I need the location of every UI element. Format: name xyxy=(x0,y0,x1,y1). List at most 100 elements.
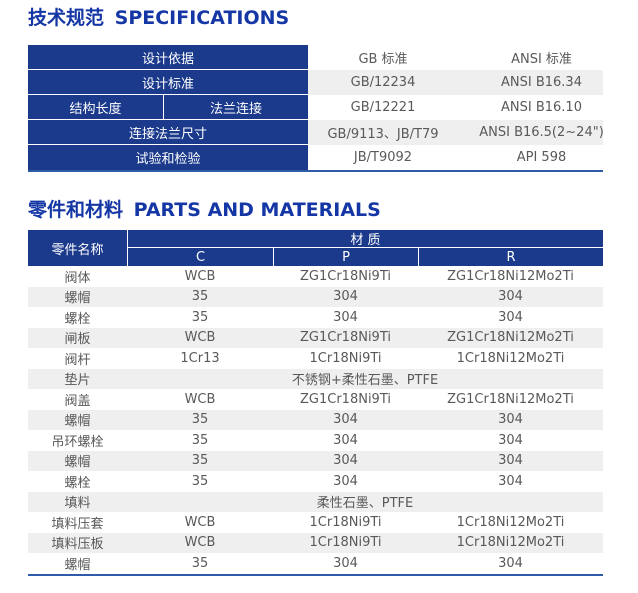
parts-title: 零件和材料 PARTS AND MATERIALS xyxy=(28,198,638,222)
material-grade-header-row: C P R xyxy=(127,248,603,266)
material-c-cell: 35 xyxy=(191,453,209,469)
parts-table: 零件名称 材 质 C P R 阀体 WCB ZG1Cr18Ni9Ti ZG1Cr… xyxy=(28,230,603,576)
material-c-cell: WCB xyxy=(184,268,216,284)
material-merged-cell: 不锈钢+柔性石墨、PTFE xyxy=(291,373,439,389)
table-row: 阀杆 1Cr13 1Cr18Ni9Ti 1Cr18Ni12Mo2Ti xyxy=(28,348,603,369)
part-name-cell: 吊环螺栓 xyxy=(51,434,104,450)
material-merged-cell: 柔性石墨、PTFE xyxy=(316,496,414,512)
table-row: 螺帽 35 304 304 xyxy=(28,553,603,574)
material-p-cell: 1Cr18Ni9Ti xyxy=(309,350,382,366)
material-r-cell: 304 xyxy=(498,473,523,489)
material-r-cell: 304 xyxy=(498,453,523,469)
gb-standard-cell: GB/12221 xyxy=(350,100,416,115)
material-header-group: 材 质 C P R xyxy=(127,230,603,266)
material-r-cell: 304 xyxy=(498,309,523,325)
material-c-cell: 35 xyxy=(191,432,209,448)
table-row: 螺栓 35 304 304 xyxy=(28,471,603,492)
part-name-header-cell: 零件名称 xyxy=(28,230,127,266)
material-c-cell: WCB xyxy=(184,391,216,407)
part-name-cell: 填料 xyxy=(64,496,91,512)
material-c-cell: 1Cr13 xyxy=(180,350,220,366)
table-row: 垫片 不锈钢+柔性石墨、PTFE xyxy=(28,368,603,389)
part-name-cell: 闸板 xyxy=(64,332,91,348)
part-name-cell: 阀盖 xyxy=(64,393,91,409)
material-r-cell: ZG1Cr18Ni12Mo2Ti xyxy=(447,330,574,346)
specifications-table: 设计依据 GB 标准 ANSI 标准 设计标准 GB/12234 ANSI B1… xyxy=(28,45,603,172)
grade-c-header-cell: C xyxy=(127,248,273,266)
table-row: 螺栓 35 304 304 xyxy=(28,307,603,328)
part-name-cell: 螺帽 xyxy=(64,414,91,430)
material-r-cell: 1Cr18Ni12Mo2Ti xyxy=(456,535,565,551)
material-p-cell: ZG1Cr18Ni9Ti xyxy=(300,330,391,346)
material-r-cell: 304 xyxy=(498,432,523,448)
material-p-cell: ZG1Cr18Ni9Ti xyxy=(300,268,391,284)
ansi-standard-cell: ANSI 标准 xyxy=(511,52,572,67)
table-row: 设计依据 GB 标准 ANSI 标准 xyxy=(28,45,603,70)
material-c-cell: WCB xyxy=(184,514,216,530)
material-p-cell: ZG1Cr18Ni9Ti xyxy=(300,391,391,407)
specifications-title: 技术规范 SPECIFICATIONS xyxy=(28,6,638,30)
table-row: 吊环螺栓 35 304 304 xyxy=(28,430,603,451)
spec-sublabel-cell: 法兰连接 xyxy=(163,95,308,120)
table-row: 阀盖 WCB ZG1Cr18Ni9Ti ZG1Cr18Ni12Mo2Ti xyxy=(28,389,603,410)
part-name-cell: 填料压套 xyxy=(51,516,104,532)
material-c-cell: WCB xyxy=(184,330,216,346)
part-name-cell: 填料压板 xyxy=(51,537,104,553)
part-name-cell: 螺帽 xyxy=(64,291,91,307)
table-row: 填料压套 WCB 1Cr18Ni9Ti 1Cr18Ni12Mo2Ti xyxy=(28,512,603,533)
material-c-cell: 35 xyxy=(191,309,209,325)
ansi-standard-cell: ANSI B16.10 xyxy=(501,100,582,115)
material-p-cell: 304 xyxy=(333,289,358,305)
material-r-cell: 1Cr18Ni12Mo2Ti xyxy=(456,350,565,366)
part-name-cell: 螺栓 xyxy=(64,475,91,491)
part-name-cell: 螺帽 xyxy=(64,557,91,573)
material-p-cell: 1Cr18Ni9Ti xyxy=(309,535,382,551)
table-row: 闸板 WCB ZG1Cr18Ni9Ti ZG1Cr18Ni12Mo2Ti xyxy=(28,327,603,348)
material-c-cell: 35 xyxy=(191,555,209,571)
spec-label-cell: 试验和检验 xyxy=(28,145,308,170)
table-row: 结构长度 法兰连接 GB/12221 ANSI B16.10 xyxy=(28,95,603,120)
parts-title-en: PARTS AND MATERIALS xyxy=(133,199,381,221)
table-row: 填料压板 WCB 1Cr18Ni9Ti 1Cr18Ni12Mo2Ti xyxy=(28,532,603,553)
material-header-cell: 材 质 xyxy=(127,230,603,248)
material-p-cell: 304 xyxy=(333,453,358,469)
table-row: 连接法兰尺寸 GB/9113、JB/T79 ANSI B16.5(2~24") xyxy=(28,120,603,145)
parts-title-zh: 零件和材料 xyxy=(28,199,124,221)
ansi-standard-cell: ANSI B16.5(2~24") xyxy=(458,120,603,145)
specifications-title-zh: 技术规范 xyxy=(28,7,105,29)
ansi-standard-cell: ANSI B16.34 xyxy=(458,70,603,95)
gb-standard-cell: JB/T9092 xyxy=(353,150,413,165)
table-row: 阀体 WCB ZG1Cr18Ni9Ti ZG1Cr18Ni12Mo2Ti xyxy=(28,266,603,287)
part-name-cell: 阀杆 xyxy=(64,352,91,368)
spec-label-cell: 设计依据 xyxy=(28,45,308,70)
material-p-cell: 304 xyxy=(333,432,358,448)
grade-p-header-cell: P xyxy=(273,248,418,266)
specifications-title-en: SPECIFICATIONS xyxy=(114,7,290,29)
material-r-cell: 304 xyxy=(498,412,523,428)
material-r-cell: 1Cr18Ni12Mo2Ti xyxy=(456,514,565,530)
material-c-cell: 35 xyxy=(191,473,209,489)
material-p-cell: 1Cr18Ni9Ti xyxy=(309,514,382,530)
table-row: 螺帽 35 304 304 xyxy=(28,409,603,430)
table-row: 螺帽 35 304 304 xyxy=(28,286,603,307)
gb-standard-cell: GB 标准 xyxy=(358,52,408,67)
material-c-cell: 35 xyxy=(191,289,209,305)
part-name-cell: 阀体 xyxy=(64,270,91,286)
material-r-cell: 304 xyxy=(498,555,523,571)
material-c-cell: 35 xyxy=(191,412,209,428)
part-name-cell: 垫片 xyxy=(64,373,91,389)
table-row: 填料 柔性石墨、PTFE xyxy=(28,491,603,512)
table-row: 设计标准 GB/12234 ANSI B16.34 xyxy=(28,70,603,95)
material-p-cell: 304 xyxy=(333,555,358,571)
ansi-standard-cell: API 598 xyxy=(516,150,567,165)
material-r-cell: 304 xyxy=(498,289,523,305)
material-r-cell: ZG1Cr18Ni12Mo2Ti xyxy=(447,268,574,284)
spec-label-cell: 设计标准 xyxy=(28,70,308,95)
part-name-cell: 螺帽 xyxy=(64,455,91,471)
material-p-cell: 304 xyxy=(333,309,358,325)
material-p-cell: 304 xyxy=(333,412,358,428)
material-p-cell: 304 xyxy=(333,473,358,489)
spec-label-cell: 连接法兰尺寸 xyxy=(28,120,308,145)
gb-standard-cell: GB/12234 xyxy=(308,70,458,95)
